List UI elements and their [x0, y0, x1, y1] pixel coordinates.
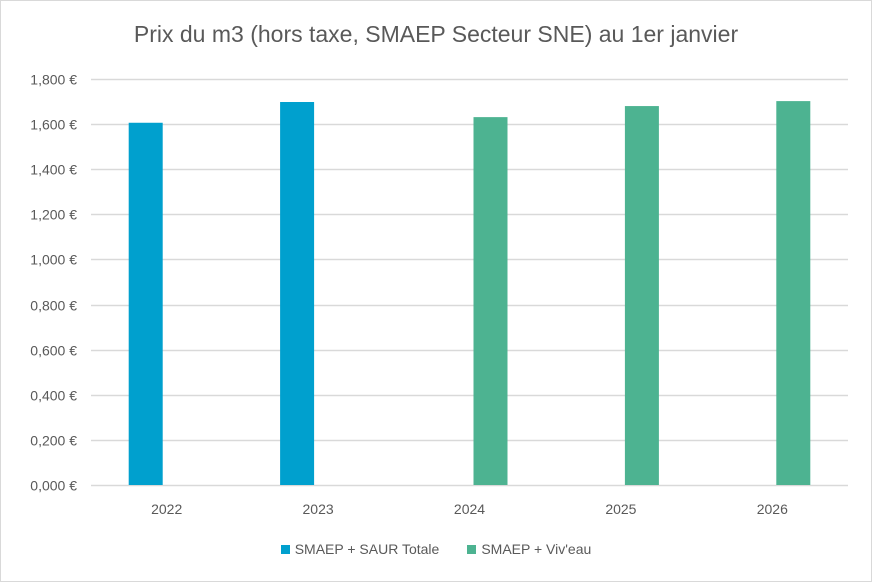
y-tick-label: 1,000 € — [30, 252, 77, 268]
legend: SMAEP + SAUR Totale SMAEP + Viv'eau — [0, 541, 872, 557]
chart-title: Prix du m3 (hors taxe, SMAEP Secteur SNE… — [133, 21, 739, 47]
gridlines — [91, 78, 848, 487]
y-tick-label: 1,800 € — [30, 72, 77, 88]
y-tick-label: 1,400 € — [30, 162, 77, 178]
bar-2024[interactable] — [473, 117, 508, 485]
y-tick-label: 1,200 € — [30, 207, 77, 223]
x-tick-label: 2024 — [454, 501, 485, 517]
bars — [128, 101, 811, 486]
legend-item-viveau[interactable]: SMAEP + Viv'eau — [467, 541, 591, 557]
legend-item-saur[interactable]: SMAEP + SAUR Totale — [280, 541, 440, 557]
bar-2022[interactable] — [128, 122, 163, 485]
legend-swatch-viveau — [467, 544, 477, 554]
bar-2023[interactable] — [280, 102, 315, 486]
legend-label-viveau: SMAEP + Viv'eau — [481, 541, 592, 557]
y-tick-label: 0,400 € — [30, 388, 77, 404]
y-axis-ticks: 0,000 € 0,200 € 0,400 € 0,600 € 0,800 € 1,000… — [30, 72, 77, 494]
x-tick-label: 2023 — [303, 501, 334, 517]
y-tick-label: 0,600 € — [30, 343, 77, 359]
legend-swatch-saur — [280, 544, 290, 554]
legend-label-saur: SMAEP + SAUR Totale — [294, 541, 440, 557]
x-axis-ticks: 2022 2023 2024 2025 2026 — [151, 501, 788, 517]
bar-2026[interactable] — [776, 101, 811, 486]
y-tick-label: 1,600 € — [30, 117, 77, 133]
x-tick-label: 2025 — [605, 501, 636, 517]
y-tick-label: 0,000 € — [30, 478, 77, 494]
y-tick-label: 0,200 € — [30, 433, 77, 449]
bar-2025[interactable] — [624, 106, 659, 486]
y-tick-label: 0,800 € — [30, 298, 77, 314]
x-tick-label: 2026 — [757, 501, 788, 517]
x-tick-label: 2022 — [151, 501, 182, 517]
